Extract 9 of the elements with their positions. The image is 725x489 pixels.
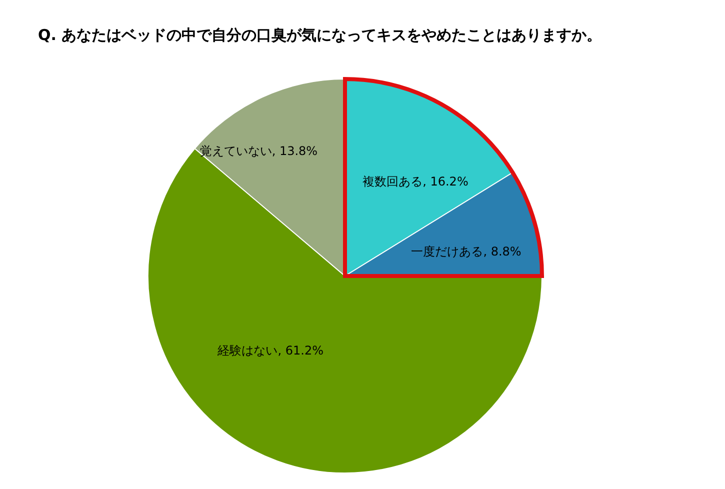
slice-label: 覚えていない [200, 144, 272, 158]
slice-label: 経験はない [216, 343, 278, 358]
data-label: , 61.2% [278, 343, 324, 358]
data-label: , 16.2% [422, 174, 468, 189]
data-label: , 13.8% [272, 144, 318, 158]
chart-title: Q. あなたはベッドの中で自分の口臭が気になってキスをやめたことはありますか。 [38, 26, 602, 44]
slice-label: 一度だけある [411, 244, 484, 259]
slice-label: 複数回ある [362, 174, 423, 189]
data-label: , 8.8% [483, 244, 522, 259]
